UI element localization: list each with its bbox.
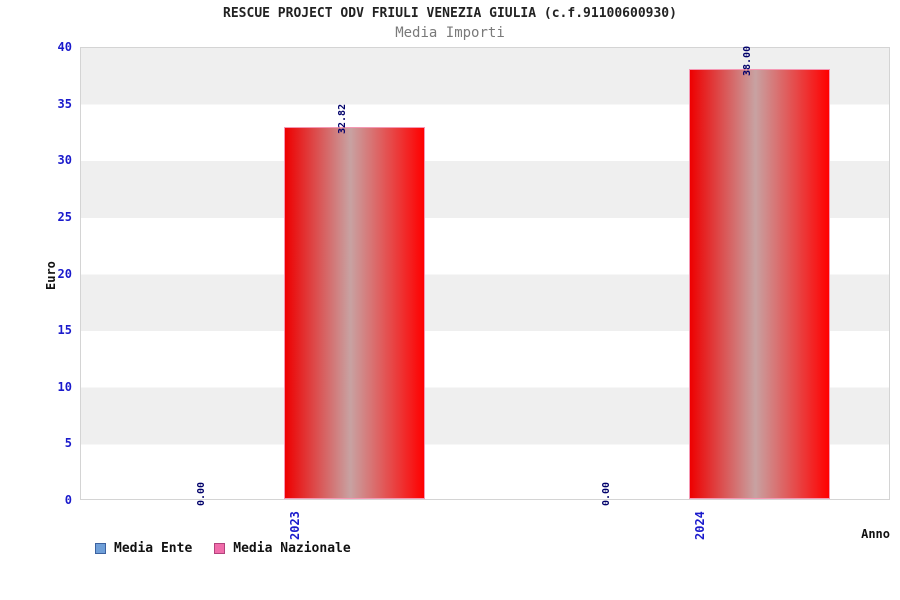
y-tick-label: 15 xyxy=(57,323,72,338)
chart-subtitle: Media Importi xyxy=(395,25,505,41)
legend: Media Ente Media Nazionale xyxy=(95,541,351,556)
legend-label: Media Nazionale xyxy=(233,541,351,556)
y-tick-label: 5 xyxy=(64,436,72,451)
bar-value-label: 0.00 xyxy=(600,481,612,506)
x-tick-label: 2024 xyxy=(692,511,707,540)
media-nazionale-swatch-icon xyxy=(214,543,226,554)
bar-value-label: 38.00 xyxy=(742,45,754,76)
legend-item-media-ente: Media Ente xyxy=(95,541,192,556)
chart-title: RESCUE PROJECT ODV FRIULI VENEZIA GIULIA… xyxy=(223,6,677,21)
y-tick-label: 30 xyxy=(57,153,72,168)
y-axis-title: Euro xyxy=(44,261,58,290)
x-tick-label: 2023 xyxy=(287,511,302,540)
y-tick-label: 0 xyxy=(64,493,72,507)
bar-media-nazionale-2024 xyxy=(688,68,831,499)
bar-media-nazionale-2023 xyxy=(283,127,426,499)
y-tick-label: 40 xyxy=(57,40,72,54)
y-tick-label: 35 xyxy=(57,96,72,111)
bar-value-label: 0.00 xyxy=(195,481,207,506)
legend-item-media-nazionale: Media Nazionale xyxy=(214,541,351,556)
y-tick-label: 25 xyxy=(57,209,72,224)
y-tick-label: 20 xyxy=(57,266,72,281)
legend-label: Media Ente xyxy=(114,541,193,556)
plot-area xyxy=(80,47,890,500)
bar-value-label: 32.82 xyxy=(337,104,349,135)
media-ente-swatch-icon xyxy=(95,543,106,554)
y-tick-label: 10 xyxy=(57,379,72,394)
x-axis-title: Anno xyxy=(861,527,890,541)
